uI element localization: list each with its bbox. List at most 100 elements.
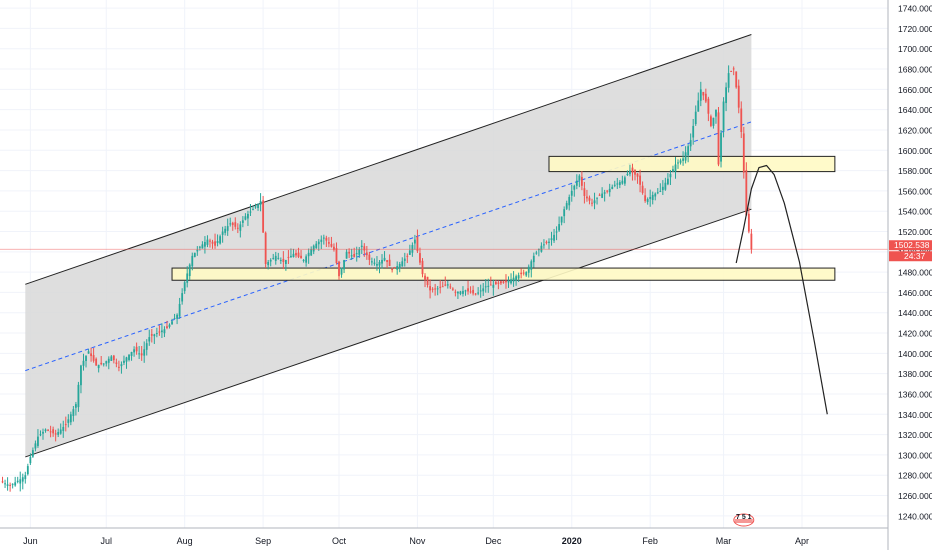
y-tick-label: 1580.000	[898, 166, 932, 176]
candle-body	[128, 354, 130, 360]
candle-body	[580, 176, 583, 186]
candle-body	[284, 259, 287, 264]
candle-body	[684, 152, 687, 161]
candle-body	[368, 254, 371, 260]
candle-body	[269, 259, 272, 262]
x-tick-label: Dec	[485, 536, 502, 546]
candle-body	[727, 73, 730, 88]
candle-body	[441, 286, 444, 288]
candle-body	[586, 196, 588, 199]
candle-body	[1, 481, 4, 483]
candle-body	[247, 213, 249, 219]
candle-body	[434, 288, 437, 290]
candle-body	[161, 330, 163, 333]
candle-body	[462, 290, 464, 294]
x-tick-label: Aug	[177, 536, 193, 546]
candle-body	[712, 117, 715, 126]
candle-body	[282, 258, 285, 262]
candle-body	[672, 169, 674, 172]
candle-body	[720, 133, 722, 162]
candle-body	[158, 331, 161, 333]
y-tick-label: 1520.000	[898, 227, 932, 237]
candle-body	[651, 194, 654, 200]
candle-body	[717, 112, 720, 165]
candle-body	[123, 360, 125, 363]
candle-body	[388, 259, 391, 267]
candle-body	[193, 252, 196, 257]
y-tick-label: 1600.000	[898, 146, 932, 156]
candle-body	[403, 258, 406, 261]
x-tick-label: Mar	[716, 536, 732, 546]
y-tick-label: 1660.000	[898, 85, 932, 95]
candle-body	[737, 85, 740, 108]
candle-body	[353, 253, 356, 257]
candle-body	[588, 197, 591, 201]
axes	[0, 0, 889, 550]
candle-body	[416, 236, 419, 252]
candle-body	[694, 111, 697, 125]
candle-body	[707, 98, 710, 114]
candle-body	[47, 429, 49, 431]
candle-body	[295, 253, 297, 256]
y-tick-label: 1420.000	[898, 329, 932, 339]
candle-body	[497, 282, 500, 284]
candle-body	[666, 178, 669, 185]
candle-body	[431, 288, 434, 290]
candle-body	[279, 259, 282, 261]
candle-body	[102, 363, 105, 365]
candle-body	[365, 252, 368, 256]
candle-body	[209, 240, 211, 242]
candle-body	[67, 419, 70, 423]
candle-body	[249, 211, 252, 213]
candle-body	[234, 222, 237, 227]
candle-body	[654, 193, 657, 197]
candle-body	[568, 196, 571, 206]
x-tick-label: Apr	[795, 536, 809, 546]
candle-body	[355, 253, 358, 255]
candle-body	[467, 288, 469, 292]
candle-body	[117, 366, 120, 368]
candle-body	[613, 184, 616, 186]
candle-body	[702, 91, 705, 96]
candle-body	[740, 108, 743, 132]
y-tick-label: 1380.000	[898, 369, 932, 379]
candle-body	[125, 357, 128, 362]
candle-body	[11, 483, 14, 485]
candles	[1, 65, 753, 492]
candle-body	[699, 89, 702, 101]
candle-body	[616, 183, 619, 185]
candle-body	[525, 272, 528, 276]
candle-body	[687, 146, 690, 156]
candle-body	[338, 261, 340, 277]
y-axis-labels[interactable]: 1240.000 1260.000 1280.000 1300.000 1320.000…	[898, 4, 932, 522]
y-tick-label: 1560.000	[898, 186, 932, 196]
candle-body	[697, 100, 700, 112]
candle-body	[166, 326, 168, 328]
candle-body	[183, 282, 186, 292]
candle-body	[603, 192, 606, 194]
candle-body	[325, 237, 328, 241]
candle-body	[730, 70, 733, 72]
y-tick-label: 1740.000	[898, 4, 932, 14]
candle-body	[373, 262, 376, 264]
candle-body	[320, 239, 323, 242]
candle-body	[264, 232, 267, 264]
candle-body	[57, 432, 60, 435]
candle-body	[494, 281, 497, 285]
x-axis-labels[interactable]: Jun Jul Aug Sep Oct Nov Dec 2020 Feb Mar Apr	[23, 536, 809, 546]
candle-body	[679, 160, 682, 163]
candle-body	[742, 133, 745, 173]
candle-body	[92, 355, 95, 361]
candle-body	[19, 479, 22, 484]
candle-body	[646, 199, 649, 202]
candle-body	[578, 175, 581, 181]
candle-body	[16, 480, 19, 482]
candle-body	[474, 293, 477, 295]
candle-body	[553, 234, 555, 241]
events-badge[interactable]: 7 5 1	[733, 513, 755, 527]
candle-body	[386, 260, 388, 262]
y-tick-label: 1460.000	[898, 288, 932, 298]
candle-body	[31, 450, 34, 457]
candle-body	[606, 190, 609, 192]
candle-body	[558, 224, 561, 231]
